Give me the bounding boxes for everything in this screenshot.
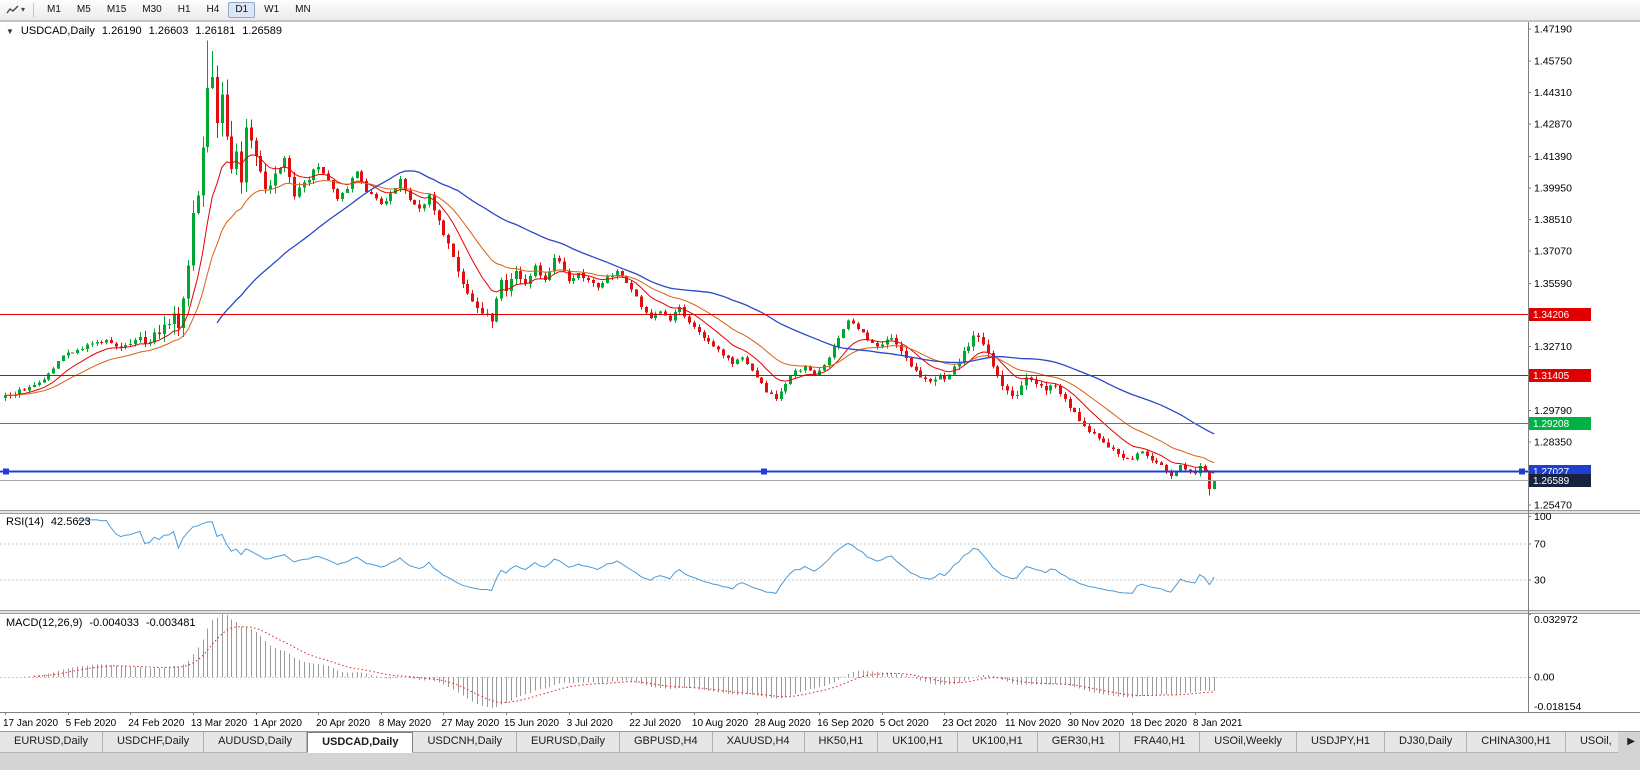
svg-text:1.47190: 1.47190 — [1534, 24, 1572, 36]
svg-text:0.032972: 0.032972 — [1534, 614, 1578, 626]
tab-scroll-right-icon[interactable]: ▶ — [1627, 736, 1635, 747]
svg-text:1.26589: 1.26589 — [1533, 476, 1570, 487]
svg-text:24 Feb 2020: 24 Feb 2020 — [128, 718, 185, 729]
svg-text:5 Oct 2020: 5 Oct 2020 — [880, 718, 929, 729]
svg-text:0.00: 0.00 — [1534, 672, 1555, 684]
chart-area: 1.34206 1.31405 1.29208 1.27027 1.26589 1.471… — [0, 21, 1640, 731]
price-axis-label-1.29208 — [1529, 417, 1591, 430]
svg-text:3 Jul 2020: 3 Jul 2020 — [567, 718, 614, 729]
chart-tab-3-usdcad-daily[interactable]: USDCAD,Daily — [307, 732, 414, 753]
svg-text:1.41390: 1.41390 — [1534, 151, 1572, 163]
chart-tab-10-uk100-h1[interactable]: UK100,H1 — [957, 732, 1038, 753]
panel-splitter[interactable] — [0, 610, 1640, 614]
price-axis-label-1.26589 — [1529, 474, 1591, 487]
svg-text:17 Jan 2020: 17 Jan 2020 — [3, 718, 58, 729]
panel-splitter[interactable] — [0, 510, 1640, 514]
ma-ema10-line[interactable] — [4, 154, 1215, 474]
svg-text:1.35590: 1.35590 — [1534, 278, 1572, 290]
chart-tab-9-uk100-h1[interactable]: UK100,H1 — [878, 732, 958, 753]
svg-text:30: 30 — [1534, 575, 1546, 587]
timeframe-button-h4[interactable]: H4 — [206, 4, 220, 15]
timeframe-button-m5[interactable]: M5 — [76, 4, 91, 15]
svg-text:1.38510: 1.38510 — [1534, 214, 1572, 226]
svg-text:70: 70 — [1534, 538, 1546, 550]
svg-text:1.45750: 1.45750 — [1534, 55, 1572, 67]
price-axis-label-1.31405 — [1529, 369, 1591, 382]
timeframe-button-d1[interactable]: D1 — [228, 2, 256, 18]
price-axis-label-1.34206 — [1529, 308, 1591, 321]
svg-text:10 Aug 2020: 10 Aug 2020 — [692, 718, 749, 729]
toolbar-dropdown-caret-icon[interactable]: ▾ — [21, 5, 26, 14]
rsi-line[interactable] — [77, 519, 1215, 594]
svg-text:1.32710: 1.32710 — [1534, 341, 1572, 353]
chart-tab-5-eurusd-daily[interactable]: EURUSD,Daily — [517, 732, 620, 753]
svg-text:1.37070: 1.37070 — [1534, 245, 1572, 257]
svg-text:27 May 2020: 27 May 2020 — [441, 718, 499, 729]
svg-text:1.29208: 1.29208 — [1533, 419, 1570, 430]
ma-sma45-line[interactable] — [216, 170, 1215, 435]
svg-text:5 Feb 2020: 5 Feb 2020 — [66, 718, 117, 729]
hline-handle[interactable] — [3, 468, 9, 475]
svg-text:8 May 2020: 8 May 2020 — [379, 718, 432, 729]
svg-text:1.34206: 1.34206 — [1533, 310, 1570, 321]
svg-text:20 Apr 2020: 20 Apr 2020 — [316, 718, 370, 729]
chart-tab-7-xauusd-h4[interactable]: XAUUSD,H4 — [712, 732, 805, 753]
svg-text:8 Jan 2021: 8 Jan 2021 — [1193, 718, 1243, 729]
svg-text:1.29790: 1.29790 — [1534, 405, 1572, 417]
timeframe-button-h1[interactable]: H1 — [177, 4, 191, 15]
svg-text:1.39950: 1.39950 — [1534, 182, 1572, 194]
chart-tab-14-usdjpy-h1[interactable]: USDJPY,H1 — [1296, 732, 1386, 753]
chart-line-icon[interactable] — [6, 4, 20, 16]
toolbar-separator — [33, 3, 35, 17]
timeframe-toolbar: ▾ M1 M5 M15 M30 H1 H4 D1 W1 MN — [0, 0, 1640, 21]
svg-text:16 Sep 2020: 16 Sep 2020 — [817, 718, 874, 729]
chart-tab-12-fra40-h1[interactable]: FRA40,H1 — [1119, 732, 1201, 753]
chart-tab-2-audusd-daily[interactable]: AUDUSD,Daily — [204, 732, 308, 753]
timeframe-button-m1[interactable]: M1 — [47, 4, 61, 15]
svg-text:15 Jun 2020: 15 Jun 2020 — [504, 718, 559, 729]
chart-tabbar: EURUSD,Daily USDCHF,Daily AUDUSD,Daily USDC… — [0, 731, 1640, 770]
chart-tabs: EURUSD,Daily USDCHF,Daily AUDUSD,Daily USDC… — [0, 732, 1618, 753]
svg-text:28 Aug 2020: 28 Aug 2020 — [755, 718, 812, 729]
timeframe-button-w1[interactable]: W1 — [264, 4, 280, 15]
svg-text:1.25470: 1.25470 — [1534, 499, 1572, 511]
svg-text:1.27027: 1.27027 — [1533, 467, 1570, 478]
svg-text:1.42870: 1.42870 — [1534, 118, 1572, 130]
svg-text:18 Dec 2020: 18 Dec 2020 — [1130, 718, 1187, 729]
timeframe-button-m15[interactable]: M15 — [106, 4, 127, 15]
chart-tab-6-gbpusd-h4[interactable]: GBPUSD,H4 — [620, 732, 713, 753]
chart-tab-15-dj30-daily[interactable]: DJ30,Daily — [1385, 732, 1468, 753]
timeframe-button-m30[interactable]: M30 — [142, 4, 162, 15]
macd-histogram — [19, 614, 1215, 709]
svg-text:100: 100 — [1534, 511, 1552, 523]
chart-tab-0-eurusd-daily[interactable]: EURUSD,Daily — [0, 732, 103, 753]
chart-tab-1-usdchf-daily[interactable]: USDCHF,Daily — [102, 732, 205, 753]
svg-text:23 Oct 2020: 23 Oct 2020 — [942, 718, 997, 729]
hline-handle[interactable] — [1519, 468, 1525, 475]
chart-tab-4-usdcnh-daily[interactable]: USDCNH,Daily — [413, 732, 518, 753]
chart-tab-8-hk50-h1[interactable]: HK50,H1 — [804, 732, 879, 753]
svg-text:22 Jul 2020: 22 Jul 2020 — [629, 718, 681, 729]
svg-text:30 Nov 2020: 30 Nov 2020 — [1068, 718, 1125, 729]
chart-tab-17-usoil-[interactable]: USOil, — [1565, 732, 1618, 753]
hline-handle[interactable] — [761, 468, 767, 475]
timeframe-button-mn[interactable]: MN — [295, 4, 311, 15]
svg-text:-0.018154: -0.018154 — [1534, 701, 1581, 713]
svg-text:1.44310: 1.44310 — [1534, 87, 1572, 99]
svg-text:1.31405: 1.31405 — [1533, 371, 1570, 382]
svg-text:1 Apr 2020: 1 Apr 2020 — [254, 718, 303, 729]
svg-text:1.28350: 1.28350 — [1534, 436, 1572, 448]
timeframe-buttons: M1 M5 M15 M30 H1 H4 D1 W1 MN — [39, 2, 319, 18]
svg-text:11 Nov 2020: 11 Nov 2020 — [1005, 718, 1061, 729]
svg-text:13 Mar 2020: 13 Mar 2020 — [191, 718, 248, 729]
macd-signal-line — [33, 626, 1215, 704]
chart-tab-11-ger30-h1[interactable]: GER30,H1 — [1037, 732, 1120, 753]
chart-tab-16-china300-h1[interactable]: CHINA300,H1 — [1467, 732, 1566, 753]
ma-ema21-line[interactable] — [4, 180, 1215, 464]
chart-tab-13-usoil-weekly[interactable]: USOil,Weekly — [1200, 732, 1297, 753]
